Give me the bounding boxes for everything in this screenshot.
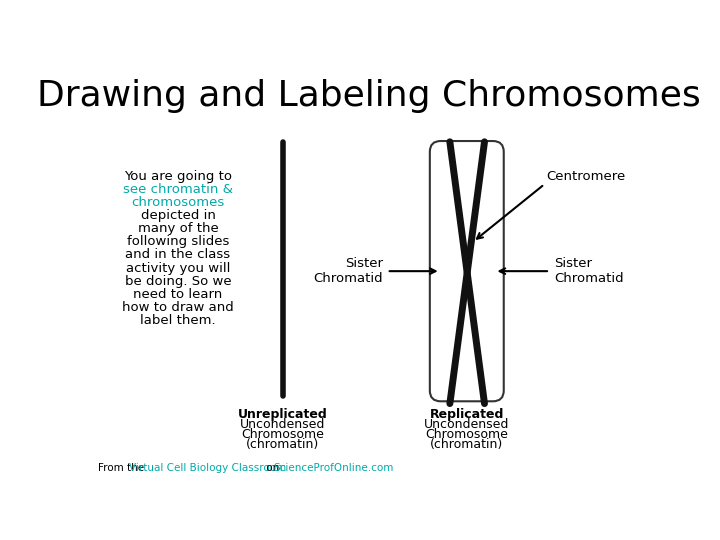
Text: Unreplicated: Unreplicated xyxy=(238,408,328,421)
Text: see chromatin &: see chromatin & xyxy=(123,183,233,196)
Text: activity you will: activity you will xyxy=(126,261,230,274)
Text: Replicated: Replicated xyxy=(430,408,504,421)
Text: Chromosome: Chromosome xyxy=(241,428,324,441)
Text: following slides: following slides xyxy=(127,235,229,248)
Text: Virtual Cell Biology Classroom: Virtual Cell Biology Classroom xyxy=(129,463,286,473)
Text: Uncondensed: Uncondensed xyxy=(240,418,325,431)
Text: (chromatin): (chromatin) xyxy=(246,438,320,451)
Text: many of the: many of the xyxy=(138,222,218,235)
Text: how to draw and: how to draw and xyxy=(122,301,234,314)
Text: on: on xyxy=(263,463,282,473)
Text: ScienceProfOnline.com: ScienceProfOnline.com xyxy=(274,463,394,473)
Text: Drawing and Labeling Chromosomes: Drawing and Labeling Chromosomes xyxy=(37,79,701,113)
Text: and in the class: and in the class xyxy=(125,248,230,261)
Text: Chromosome: Chromosome xyxy=(426,428,508,441)
Text: You are going to: You are going to xyxy=(124,170,232,183)
Text: Uncondensed: Uncondensed xyxy=(424,418,510,431)
Text: (chromatin): (chromatin) xyxy=(430,438,503,451)
Text: Sister
Chromatid: Sister Chromatid xyxy=(313,257,383,285)
Text: depicted in: depicted in xyxy=(140,209,215,222)
Text: be doing. So we: be doing. So we xyxy=(125,275,231,288)
Text: need to learn: need to learn xyxy=(133,288,222,301)
Text: chromosomes: chromosomes xyxy=(132,196,225,209)
Text: label them.: label them. xyxy=(140,314,216,327)
Text: Sister
Chromatid: Sister Chromatid xyxy=(554,257,624,285)
Text: Centromere: Centromere xyxy=(546,170,626,183)
Text: From the: From the xyxy=(98,463,148,473)
